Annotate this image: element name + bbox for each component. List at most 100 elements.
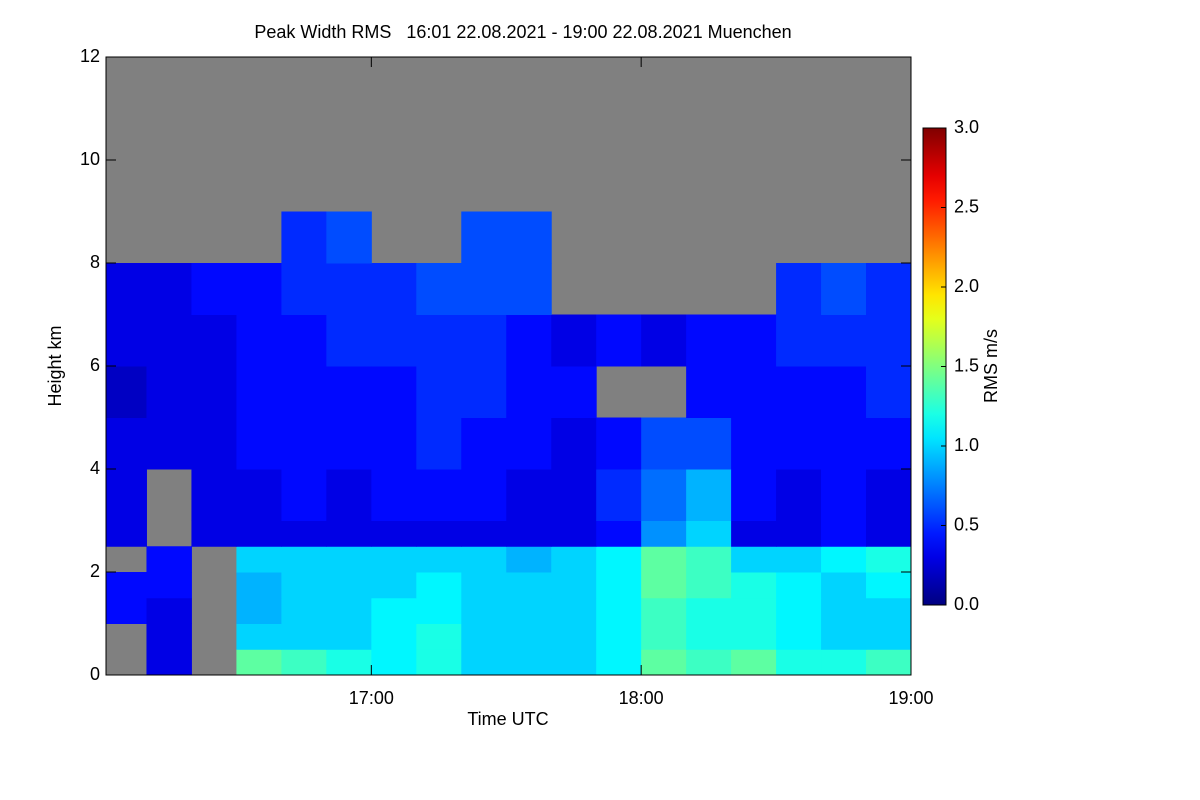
heatmap-cell — [506, 263, 552, 315]
heatmap-cell — [551, 417, 597, 470]
heatmap-cell — [106, 417, 147, 470]
heatmap-cell — [461, 649, 507, 676]
heatmap-cell — [821, 366, 867, 418]
heatmap-cell — [776, 520, 822, 547]
heatmap-cell — [866, 572, 912, 599]
heatmap-cell — [146, 314, 192, 367]
heatmap-cell — [641, 597, 687, 624]
heatmap-cell — [776, 263, 822, 315]
colorbar-tick-label: 1.0 — [954, 435, 979, 455]
heatmap-cell — [106, 263, 147, 315]
colorbar-tick-label: 2.5 — [954, 196, 979, 216]
heatmap-cell — [731, 314, 777, 367]
heatmap-cell — [146, 623, 192, 650]
heatmap-cell — [281, 572, 327, 599]
heatmap-cell — [596, 520, 642, 547]
heatmap-cell — [821, 572, 867, 599]
heatmap-cell — [686, 623, 732, 650]
heatmap-cell — [821, 546, 867, 573]
heatmap-cell — [461, 211, 507, 264]
heatmap-cell — [326, 649, 372, 676]
heatmap-cell — [866, 597, 912, 624]
heatmap-cell — [506, 623, 552, 650]
heatmap-cell — [146, 417, 192, 470]
heatmap-cell — [416, 366, 462, 418]
y-tick-label: 10 — [80, 149, 100, 169]
y-tick-label: 0 — [90, 664, 100, 684]
heatmap-cell — [191, 314, 237, 367]
x-axis-label: Time UTC — [467, 709, 548, 729]
heatmap-cell — [506, 572, 552, 599]
heatmap-cell — [596, 623, 642, 650]
heatmap-cell — [731, 597, 777, 624]
heatmap-cell — [821, 469, 867, 521]
heatmap-cell — [641, 520, 687, 547]
heatmap-cell — [551, 623, 597, 650]
heatmap-cell — [686, 546, 732, 573]
heatmap-cell — [326, 469, 372, 521]
heatmap-cell — [641, 572, 687, 599]
heatmap-cell — [236, 623, 282, 650]
heatmap-cell — [281, 211, 327, 264]
heatmap-cell — [371, 263, 417, 315]
heatmap-cell — [461, 263, 507, 315]
heatmap-cell — [236, 572, 282, 599]
colorbar-tick-label: 0.0 — [954, 594, 979, 614]
heatmap-cell — [326, 211, 372, 264]
heatmap-cell — [731, 649, 777, 676]
heatmap-cell — [641, 417, 687, 470]
heatmap-cell — [326, 597, 372, 624]
heatmap-cell — [371, 469, 417, 521]
heatmap-cell — [821, 314, 867, 367]
heatmap-cell — [461, 546, 507, 573]
heatmap-cell — [146, 546, 192, 573]
y-tick-label: 4 — [90, 458, 100, 478]
heatmap-cell — [731, 520, 777, 547]
heatmap-cell — [461, 520, 507, 547]
heatmap-cell — [866, 314, 912, 367]
heatmap-cell — [281, 597, 327, 624]
heatmap-cell — [371, 520, 417, 547]
heatmap-cell — [731, 469, 777, 521]
heatmap-cell — [641, 469, 687, 521]
heatmap-cell — [821, 417, 867, 470]
heatmap-cell — [146, 649, 192, 676]
heatmap-cell — [641, 649, 687, 676]
heatmap-cell — [106, 469, 147, 521]
heatmap-cell — [596, 417, 642, 470]
heatmap-cell — [106, 597, 147, 624]
heatmap-cell — [236, 649, 282, 676]
heatmap-cell — [326, 546, 372, 573]
heatmap-cell — [776, 314, 822, 367]
heatmap-cell — [416, 623, 462, 650]
heatmap-cell — [371, 649, 417, 676]
heatmap-cell — [146, 263, 192, 315]
heatmap-cell — [281, 520, 327, 547]
heatmap-cell — [551, 469, 597, 521]
heatmap-cell — [191, 520, 237, 547]
heatmap-cell — [461, 366, 507, 418]
heatmap-cell — [596, 546, 642, 573]
heatmap-cell — [551, 366, 597, 418]
heatmap-cell — [506, 546, 552, 573]
heatmap-cell — [236, 597, 282, 624]
heatmap-cell — [866, 623, 912, 650]
heatmap-cell — [641, 314, 687, 367]
heatmap-cell — [281, 623, 327, 650]
heatmap-cell — [506, 649, 552, 676]
heatmap-cell — [731, 572, 777, 599]
heatmap-cell — [866, 417, 912, 470]
heatmap-cell — [506, 366, 552, 418]
heatmap-cell — [416, 649, 462, 676]
heatmap-cell — [686, 469, 732, 521]
heatmap-cell — [641, 546, 687, 573]
heatmap-cell — [821, 597, 867, 624]
heatmap-cell — [236, 263, 282, 315]
heatmap-cell — [776, 572, 822, 599]
heatmap-cell — [776, 597, 822, 624]
heatmap-cell — [776, 546, 822, 573]
heatmap-cell — [596, 469, 642, 521]
heatmap-cell — [416, 417, 462, 470]
heatmap-cell — [281, 366, 327, 418]
heatmap-cell — [281, 469, 327, 521]
